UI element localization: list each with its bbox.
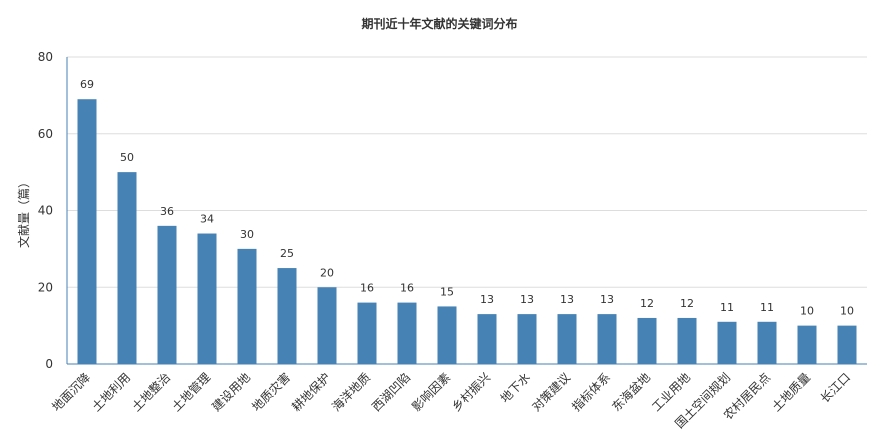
x-category-label: 长江口 bbox=[818, 370, 853, 405]
data-label: 16 bbox=[360, 282, 374, 295]
x-category-label: 土地管理 bbox=[169, 370, 214, 415]
data-label: 36 bbox=[160, 205, 174, 218]
x-category-label: 地质灾害 bbox=[249, 370, 294, 415]
x-category-label: 地面沉降 bbox=[49, 370, 93, 414]
bar bbox=[837, 325, 857, 364]
data-label: 25 bbox=[280, 247, 294, 260]
x-category-label: 乡村振兴 bbox=[449, 370, 493, 414]
x-category-label: 东海盆地 bbox=[609, 370, 654, 415]
x-category-label: 土地整治 bbox=[129, 370, 174, 415]
x-category-label: 土地利用 bbox=[89, 370, 133, 414]
data-label: 13 bbox=[600, 293, 614, 306]
data-label: 16 bbox=[400, 282, 414, 295]
data-label: 13 bbox=[560, 293, 574, 306]
bar bbox=[677, 317, 697, 364]
bar bbox=[477, 314, 497, 364]
data-label: 12 bbox=[640, 297, 654, 310]
bar bbox=[277, 268, 297, 364]
y-axis-title: 文献量（篇） bbox=[16, 176, 31, 248]
data-label: 20 bbox=[320, 266, 334, 279]
x-category-label: 西湖凹陷 bbox=[369, 370, 414, 415]
data-label: 11 bbox=[760, 301, 774, 314]
bar bbox=[397, 302, 417, 364]
bar bbox=[437, 306, 457, 364]
x-category-label: 影响因素 bbox=[409, 370, 454, 415]
data-label: 12 bbox=[680, 297, 694, 310]
bar bbox=[237, 248, 257, 364]
data-label: 34 bbox=[200, 213, 214, 226]
y-tick-label: 40 bbox=[38, 204, 53, 218]
data-label: 13 bbox=[480, 293, 494, 306]
bar bbox=[197, 233, 217, 364]
data-label: 10 bbox=[800, 305, 814, 318]
bars bbox=[77, 99, 857, 365]
y-tick-label: 60 bbox=[38, 127, 53, 141]
data-label: 10 bbox=[840, 305, 854, 318]
bar bbox=[637, 317, 657, 364]
x-category-label: 建设用地 bbox=[209, 370, 253, 414]
chart-title: 期刊近十年文献的关键词分布 bbox=[361, 17, 518, 31]
bar bbox=[717, 321, 737, 364]
x-category-label: 耕地保护 bbox=[289, 370, 334, 415]
x-category-label: 指标体系 bbox=[569, 370, 614, 415]
bar bbox=[157, 225, 177, 364]
y-tick-label: 20 bbox=[38, 280, 53, 294]
x-category-label: 海洋地质 bbox=[329, 370, 374, 415]
bar bbox=[797, 325, 817, 364]
data-labels: 69 50 36 34 30 25 20 16 16 15 13 13 13 13 12 12 11 11 10 10 bbox=[80, 78, 854, 317]
bar bbox=[77, 99, 97, 365]
data-label: 11 bbox=[720, 301, 734, 314]
bar bbox=[557, 314, 577, 364]
grid-lines bbox=[67, 56, 867, 288]
bar bbox=[117, 172, 137, 364]
data-label: 13 bbox=[520, 293, 534, 306]
x-category-label: 地下水 bbox=[498, 370, 533, 405]
bar bbox=[317, 287, 337, 364]
bar bbox=[757, 321, 777, 364]
data-label: 30 bbox=[240, 228, 254, 241]
y-tick-labels: 0 20 40 60 80 bbox=[38, 50, 53, 371]
x-category-label: 对策建议 bbox=[529, 370, 573, 414]
data-label: 69 bbox=[80, 78, 94, 91]
y-tick-label: 0 bbox=[45, 357, 53, 371]
bar bbox=[517, 314, 537, 364]
x-category-label: 土地质量 bbox=[769, 370, 813, 414]
x-category-labels: 地面沉降土地利用土地整治土地管理建设用地地质灾害耕地保护海洋地质西湖凹陷影响因素… bbox=[49, 370, 853, 432]
bar bbox=[357, 302, 377, 364]
data-label: 50 bbox=[120, 151, 134, 164]
y-tick-label: 80 bbox=[38, 50, 53, 64]
bar bbox=[597, 314, 617, 364]
data-label: 15 bbox=[440, 285, 454, 298]
